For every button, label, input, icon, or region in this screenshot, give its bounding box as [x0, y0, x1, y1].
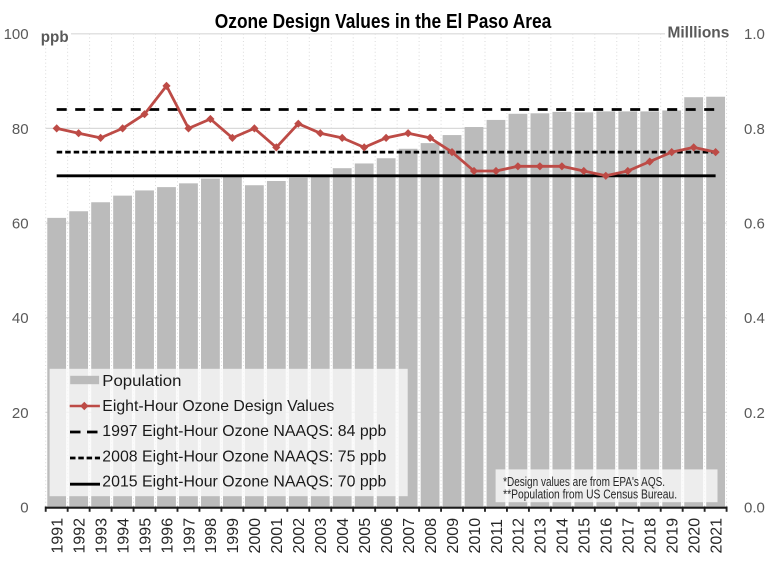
svg-text:2006: 2006	[379, 518, 396, 554]
svg-text:1995: 1995	[137, 518, 154, 554]
svg-text:2003: 2003	[313, 518, 330, 554]
svg-text:1998: 1998	[203, 518, 220, 554]
svg-text:40: 40	[12, 310, 29, 327]
svg-text:1992: 1992	[71, 518, 88, 554]
svg-text:2015 Eight-Hour Ozone NAAQS: 7: 2015 Eight-Hour Ozone NAAQS: 70 ppb	[102, 474, 386, 491]
svg-text:Ozone Design Values in the El: Ozone Design Values in the El Paso Area	[215, 10, 552, 33]
svg-text:2004: 2004	[335, 518, 352, 554]
svg-text:1.0: 1.0	[744, 26, 765, 43]
svg-text:Milllions: Milllions	[668, 24, 730, 41]
svg-text:1994: 1994	[115, 518, 132, 554]
svg-text:1999: 1999	[225, 518, 242, 554]
svg-text:2013: 2013	[533, 518, 550, 554]
svg-text:0: 0	[20, 499, 28, 516]
svg-text:2019: 2019	[665, 518, 682, 554]
svg-text:20: 20	[12, 405, 29, 422]
svg-text:Eight-Hour Ozone Design Values: Eight-Hour Ozone Design Values	[102, 398, 334, 415]
svg-text:0.6: 0.6	[744, 216, 765, 233]
svg-text:60: 60	[12, 216, 29, 233]
svg-text:2015: 2015	[577, 518, 594, 554]
svg-text:100: 100	[4, 26, 29, 43]
svg-text:0.0: 0.0	[744, 499, 765, 516]
svg-text:1997 Eight-Hour Ozone NAAQS: 8: 1997 Eight-Hour Ozone NAAQS: 84 ppb	[102, 423, 386, 440]
svg-text:2005: 2005	[357, 518, 374, 554]
svg-text:2008: 2008	[423, 518, 440, 554]
svg-text:2016: 2016	[599, 518, 616, 554]
svg-text:2014: 2014	[555, 518, 572, 554]
svg-text:Population: Population	[102, 373, 181, 390]
svg-text:2021: 2021	[708, 518, 725, 554]
svg-text:1997: 1997	[181, 518, 198, 554]
svg-text:1996: 1996	[159, 518, 176, 554]
svg-text:2000: 2000	[247, 518, 264, 554]
svg-text:2017: 2017	[621, 518, 638, 554]
svg-text:2012: 2012	[511, 518, 528, 554]
svg-text:2008 Eight-Hour Ozone NAAQS: 7: 2008 Eight-Hour Ozone NAAQS: 75 ppb	[102, 448, 386, 465]
svg-text:80: 80	[12, 121, 29, 138]
svg-text:0.4: 0.4	[744, 310, 765, 327]
svg-text:0.8: 0.8	[744, 121, 765, 138]
svg-text:2018: 2018	[643, 518, 660, 554]
svg-text:2010: 2010	[467, 518, 484, 554]
svg-text:1993: 1993	[93, 518, 110, 554]
svg-text:2002: 2002	[291, 518, 308, 554]
svg-text:2009: 2009	[445, 518, 462, 554]
svg-text:2011: 2011	[489, 519, 506, 554]
svg-text:*Design values are from EPA's: *Design values are from EPA's AQS.	[503, 475, 665, 489]
svg-text:2020: 2020	[687, 518, 704, 554]
svg-text:2007: 2007	[401, 518, 418, 554]
svg-text:**Population from US Census Bu: **Population from US Census Bureau.	[503, 487, 677, 501]
svg-text:0.2: 0.2	[744, 405, 765, 422]
svg-text:2001: 2001	[269, 518, 286, 554]
svg-text:1991: 1991	[50, 518, 67, 554]
svg-text:ppb: ppb	[41, 29, 69, 46]
